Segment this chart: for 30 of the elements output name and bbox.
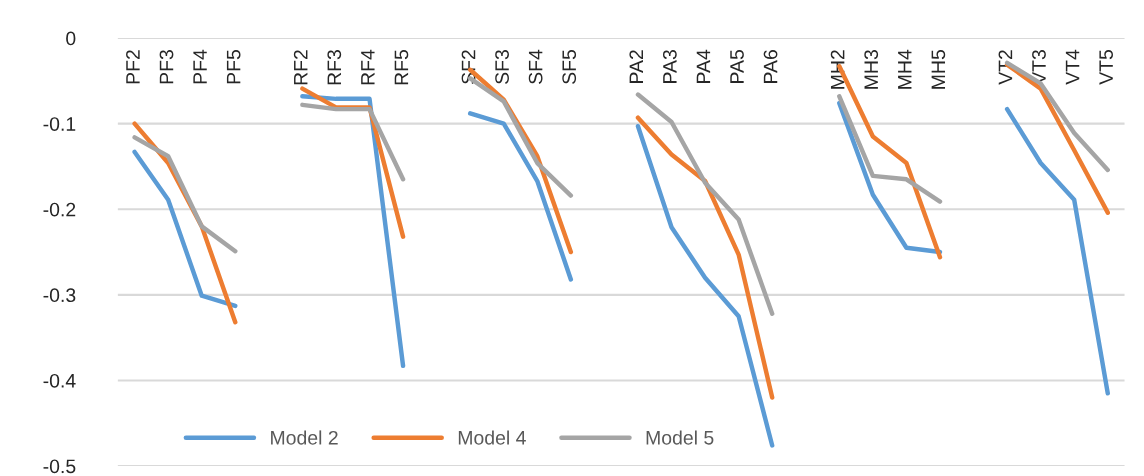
x-tick-label: RF4 <box>361 49 375 85</box>
x-tick-label: MH5 <box>931 50 946 89</box>
y-tick-label: -0.5 <box>43 459 76 474</box>
y-tick-label: -0.1 <box>43 117 76 131</box>
x-tick-label: PF2 <box>126 50 140 84</box>
legend-label: Model 2 <box>271 430 338 445</box>
x-tick-label: PA3 <box>662 50 677 83</box>
x-tick-label: PF5 <box>226 50 241 84</box>
x-tick-label: RF2 <box>293 50 308 85</box>
legend-label: Model 5 <box>646 430 714 445</box>
x-tick-label: PA2 <box>629 50 643 83</box>
x-tick-label: PA6 <box>763 50 778 83</box>
y-tick-label: 0 <box>66 31 76 46</box>
x-tick-label: PA4 <box>696 49 711 83</box>
x-tick-label: SF4 <box>528 49 543 84</box>
x-tick-label: VT5 <box>1099 50 1113 85</box>
legend-label: Model 4 <box>458 430 526 445</box>
x-tick-label: SF3 <box>495 50 509 84</box>
x-tick-label: PF4 <box>193 49 207 84</box>
x-tick-label: SF5 <box>562 50 577 84</box>
x-tick-label: MH4 <box>898 49 912 89</box>
y-tick-label: -0.3 <box>43 288 76 303</box>
y-tick-label: -0.4 <box>43 373 76 388</box>
x-tick-label: PA5 <box>730 50 744 83</box>
y-tick-label: -0.2 <box>43 202 76 217</box>
x-tick-label: PF3 <box>159 50 174 84</box>
x-tick-label: VT4 <box>1065 49 1080 85</box>
x-tick-label: RF5 <box>394 50 409 85</box>
x-tick-label: MH3 <box>864 50 879 89</box>
x-tick-label: RF3 <box>327 50 342 85</box>
